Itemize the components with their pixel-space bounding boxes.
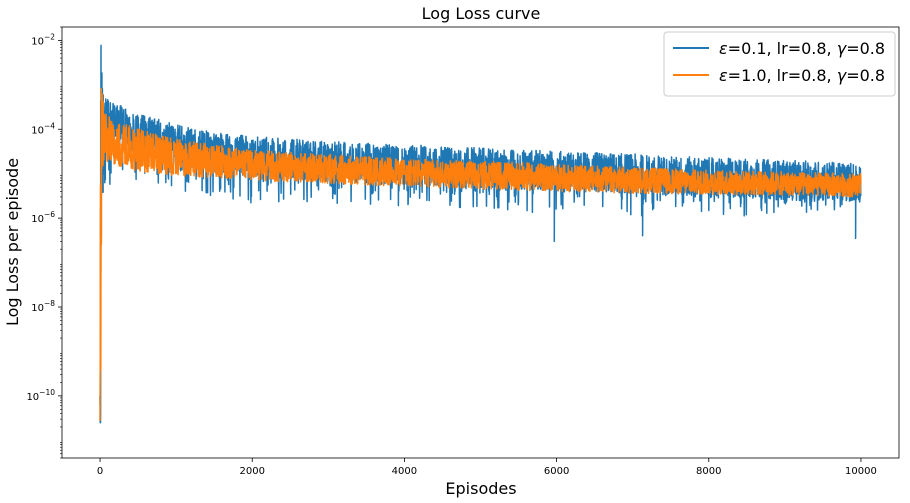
y-tick-label: 10−8 — [31, 299, 55, 314]
x-tick-label: 8000 — [696, 466, 721, 477]
y-tick-label: 10−2 — [31, 32, 55, 47]
y-tick-label: 10−6 — [31, 210, 55, 225]
y-tick-label: 10−10 — [26, 388, 55, 403]
x-axis: 0 2000 4000 6000 8000 10000 — [97, 458, 877, 477]
plot-frame — [61, 26, 900, 459]
x-tick-label: 2000 — [240, 466, 265, 477]
x-tick-label: 4000 — [392, 466, 417, 477]
chart-title: Log Loss curve — [422, 4, 541, 23]
legend-label-2: ε=1.0, lr=0.8, γ=0.8 — [719, 66, 885, 85]
x-axis-label: Episodes — [445, 479, 516, 498]
legend: ε=0.1, lr=0.8, γ=0.8 ε=1.0, lr=0.8, γ=0.8 — [663, 31, 896, 97]
legend-label-1: ε=0.1, lr=0.8, γ=0.8 — [719, 39, 885, 58]
x-tick-label: 10000 — [845, 466, 877, 477]
legend-box — [663, 31, 896, 97]
x-tick-label: 0 — [97, 466, 103, 477]
y-axis-label: Log Loss per episode — [3, 158, 22, 326]
series-line-2 — [99, 88, 862, 422]
x-tick-label: 6000 — [544, 466, 569, 477]
series-layer — [99, 44, 862, 424]
y-axis: 10−10 10−8 10−6 10−4 10−2 — [26, 26, 62, 459]
y-tick-label: 10−4 — [31, 121, 55, 136]
